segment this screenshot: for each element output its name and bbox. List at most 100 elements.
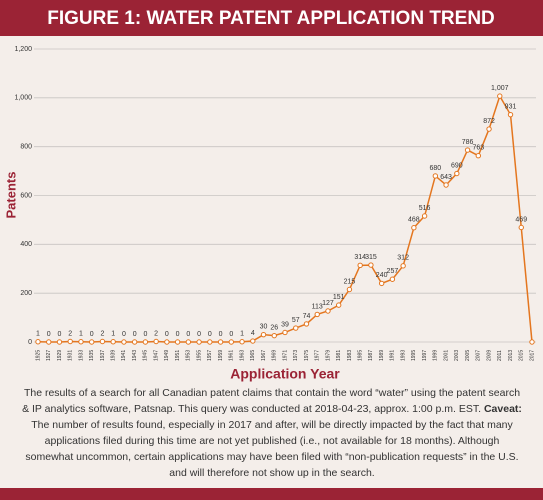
x-tick-label: 1985: [358, 350, 364, 361]
data-point: [475, 153, 482, 159]
value-label: 2: [154, 330, 158, 337]
x-tick-label: 1979: [325, 350, 331, 361]
data-point: [432, 173, 439, 179]
data-point: [121, 339, 127, 345]
data-point: [464, 147, 471, 153]
x-tick-label: 1971: [282, 350, 288, 361]
x-tick-label: 1995: [411, 350, 417, 361]
x-tick-label: 1987: [368, 350, 374, 361]
data-point: [142, 339, 149, 345]
data-point: [250, 338, 256, 344]
data-point: [88, 339, 95, 345]
caveat-label: Caveat:: [483, 403, 522, 415]
value-label: 468: [408, 217, 420, 224]
bottom-band: [0, 488, 543, 500]
x-tick-label: 1943: [132, 350, 138, 361]
data-point: [131, 339, 138, 345]
data-point: [228, 339, 235, 345]
x-tick-label: 1959: [218, 350, 224, 361]
value-label: 0: [90, 331, 94, 338]
value-label: 0: [165, 331, 169, 338]
value-label: 0: [229, 331, 233, 338]
x-tick-label: 1927: [46, 350, 52, 361]
x-tick-label: 2001: [443, 350, 449, 361]
data-point: [207, 339, 213, 345]
data-point: [389, 276, 396, 282]
value-label: 931: [505, 104, 517, 111]
data-point: [293, 325, 299, 331]
value-label: 215: [344, 278, 356, 285]
x-tick-label: 1999: [433, 350, 439, 361]
value-label: 643: [440, 174, 452, 181]
value-label: 0: [47, 331, 51, 338]
value-label: 74: [303, 313, 311, 320]
x-tick-label: 1963: [239, 350, 245, 361]
x-tick-label: 1997: [422, 350, 428, 361]
data-point: [378, 280, 385, 287]
value-label: 1: [240, 331, 244, 338]
value-label: 0: [143, 331, 147, 338]
value-label: 257: [387, 268, 399, 275]
x-axis-label: Application Year: [230, 366, 340, 382]
value-label: 680: [430, 165, 442, 172]
data-point: [346, 286, 353, 293]
data-point: [411, 225, 417, 231]
value-label: 1: [111, 331, 115, 338]
value-label: 0: [122, 331, 126, 338]
value-label: 0: [133, 331, 137, 338]
data-point: [357, 262, 363, 269]
x-tick-label: 1989: [379, 350, 385, 361]
value-label: 1: [79, 331, 83, 338]
data-point: [164, 339, 170, 345]
value-label: 690: [451, 162, 463, 169]
x-tick-label: 2003: [454, 350, 460, 361]
value-label: 786: [462, 139, 474, 146]
data-point: [67, 338, 73, 345]
data-point: [507, 111, 514, 118]
x-tick-label: 1977: [315, 350, 321, 361]
value-label: 57: [292, 317, 300, 324]
x-tick-label: 1965: [250, 350, 256, 361]
x-tick-label: 1933: [78, 350, 84, 361]
x-tick-label: 2013: [508, 350, 514, 361]
data-point: [110, 339, 116, 345]
data-point: [35, 339, 41, 345]
data-point: [185, 339, 192, 345]
x-tick-label: 1947: [153, 350, 159, 361]
data-point: [454, 170, 460, 177]
data-point: [271, 332, 277, 339]
x-tick-label: 1981: [336, 350, 342, 361]
data-point: [368, 262, 374, 268]
x-tick-label: 1937: [100, 350, 106, 361]
data-point: [239, 339, 245, 345]
value-label: 1,007: [491, 85, 509, 92]
data-point: [529, 339, 535, 345]
x-tick-label: 1969: [272, 350, 278, 361]
y-tick-label: 0: [28, 339, 32, 346]
value-label: 1: [36, 331, 40, 338]
data-point: [303, 321, 310, 327]
y-tick-label: 200: [20, 290, 32, 297]
value-label: 314: [354, 254, 366, 261]
x-tick-label: 1983: [347, 350, 353, 361]
data-point: [282, 329, 288, 336]
data-point: [486, 126, 492, 132]
value-label: 0: [58, 331, 62, 338]
x-tick-label: 1945: [143, 350, 149, 361]
data-point: [56, 339, 63, 345]
x-tick-label: 1951: [175, 350, 181, 361]
data-line: [37, 94, 533, 343]
value-label: 763: [472, 145, 484, 152]
x-tick-label: 1993: [400, 350, 406, 361]
value-label: 312: [397, 255, 409, 262]
caption-text: The number of results found, especially …: [25, 419, 519, 479]
x-tick-label: 1935: [89, 350, 95, 361]
y-tick-label: 1,000: [14, 95, 32, 102]
data-point: [518, 224, 524, 231]
chart-title: FIGURE 1: WATER PATENT APPLICATION TREND: [47, 8, 495, 29]
value-label: 2: [100, 330, 104, 337]
data-point: [314, 311, 320, 318]
y-axis-label: Patents: [3, 172, 18, 219]
chart: FIGURE 1: WATER PATENT APPLICATION TREND…: [0, 0, 543, 382]
